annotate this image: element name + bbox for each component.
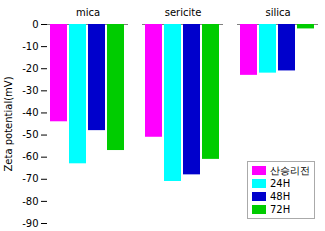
svg-text:-80: -80 — [22, 196, 38, 207]
svg-text:mica: mica — [76, 7, 100, 18]
svg-text:-30: -30 — [22, 85, 38, 96]
svg-text:-50: -50 — [22, 129, 38, 140]
svg-text:-70: -70 — [22, 173, 38, 184]
svg-text:Zeta potential(mV): Zeta potential(mV) — [3, 76, 14, 171]
svg-text:0: 0 — [32, 19, 38, 30]
html-text:72H: 72H — [270, 204, 291, 215]
html-text:48H: 48H — [270, 191, 291, 202]
svg-text:-90: -90 — [22, 218, 38, 229]
svg-text:sericite: sericite — [165, 7, 202, 18]
html-text:산승리전: 산승리전 — [270, 165, 310, 176]
svg-text:-40: -40 — [22, 107, 38, 118]
svg-text:-10: -10 — [22, 41, 38, 52]
svg-text:silica: silica — [265, 7, 290, 18]
html-text:24H: 24H — [270, 178, 291, 189]
svg-text:-60: -60 — [22, 151, 38, 162]
svg-text:-20: -20 — [22, 63, 38, 74]
